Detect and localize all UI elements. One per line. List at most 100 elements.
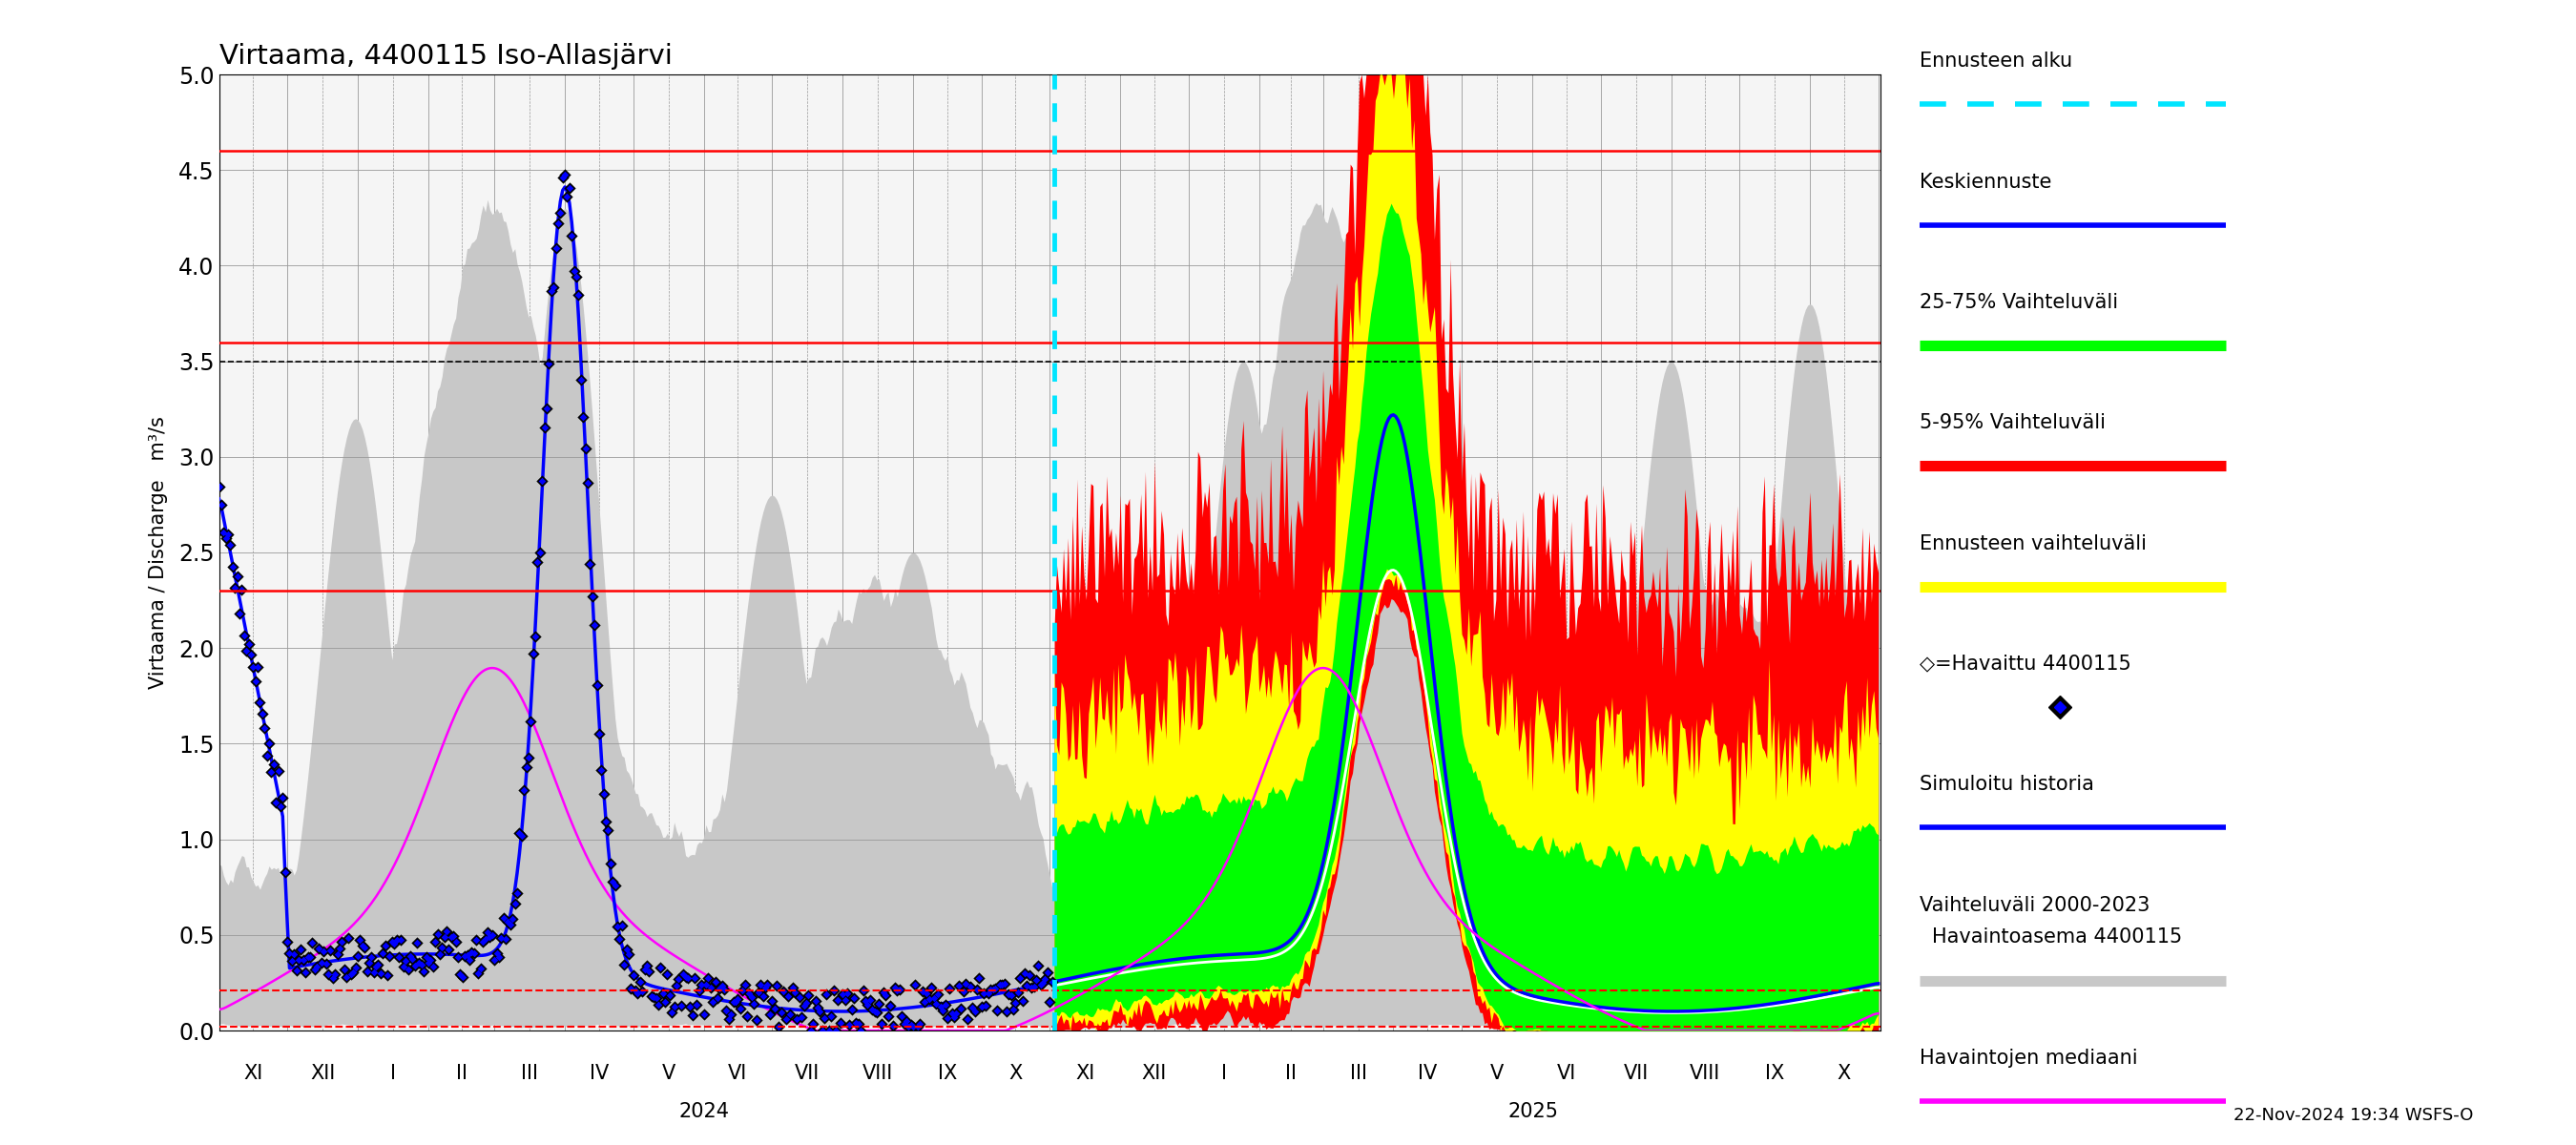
- Point: [402, 955, 443, 973]
- Point: [332, 963, 374, 981]
- Point: [814, 1021, 855, 1040]
- Point: [881, 1008, 922, 1026]
- Point: [706, 1002, 747, 1020]
- Point: [853, 1003, 894, 1021]
- Point: [562, 408, 603, 426]
- Point: [914, 994, 956, 1012]
- Point: [858, 995, 899, 1013]
- Text: Vaihteluväli 2000-2023: Vaihteluväli 2000-2023: [1919, 895, 2148, 915]
- Point: [482, 908, 523, 926]
- Point: [198, 477, 240, 496]
- Point: [1007, 977, 1048, 995]
- Point: [665, 969, 706, 987]
- Point: [685, 976, 726, 994]
- Point: [817, 990, 858, 1009]
- Point: [502, 781, 544, 799]
- Point: [639, 995, 680, 1013]
- Point: [999, 969, 1041, 987]
- Point: [518, 553, 559, 571]
- Point: [644, 993, 685, 1011]
- Point: [211, 558, 252, 576]
- Point: [981, 976, 1023, 994]
- Point: [459, 964, 500, 982]
- Point: [549, 179, 590, 197]
- Point: [412, 957, 453, 976]
- Point: [361, 964, 402, 982]
- Point: [325, 961, 366, 979]
- Point: [425, 922, 466, 940]
- Point: [835, 1013, 876, 1032]
- Point: [902, 982, 943, 1001]
- Point: [327, 929, 368, 947]
- Point: [951, 978, 992, 996]
- Point: [376, 931, 417, 949]
- Point: [232, 657, 273, 676]
- Point: [958, 970, 999, 988]
- Point: [1028, 963, 1069, 981]
- Point: [345, 939, 386, 957]
- Point: [322, 932, 363, 950]
- Point: [951, 978, 992, 996]
- Point: [762, 982, 804, 1001]
- Point: [971, 980, 1012, 998]
- Point: [956, 980, 997, 998]
- Point: [755, 1000, 796, 1018]
- Point: [732, 988, 773, 1006]
- Point: [209, 524, 250, 543]
- Point: [1005, 964, 1046, 982]
- Point: [956, 980, 997, 998]
- Point: [343, 937, 384, 955]
- Point: [752, 992, 793, 1010]
- Point: [559, 286, 600, 305]
- Point: [878, 980, 920, 998]
- Point: [853, 1000, 894, 1018]
- Point: [703, 980, 744, 998]
- Point: [317, 946, 358, 964]
- Point: [1015, 971, 1056, 989]
- Point: [366, 937, 407, 955]
- Point: [286, 963, 327, 981]
- Point: [873, 1017, 914, 1035]
- Point: [572, 587, 613, 606]
- Point: [245, 719, 286, 737]
- Point: [778, 988, 819, 1006]
- Text: V: V: [662, 1064, 675, 1083]
- Point: [824, 990, 866, 1009]
- Point: [451, 943, 492, 962]
- Point: [696, 973, 737, 992]
- Point: [649, 986, 690, 1004]
- Point: [750, 1005, 791, 1024]
- Point: [466, 923, 507, 941]
- Point: [943, 982, 984, 1001]
- Point: [518, 553, 559, 571]
- Point: [891, 1016, 933, 1034]
- Point: [1002, 992, 1043, 1010]
- Point: [520, 472, 562, 490]
- Point: [951, 998, 992, 1017]
- Point: [559, 286, 600, 305]
- Point: [850, 990, 891, 1009]
- Point: [1002, 992, 1043, 1010]
- Point: [860, 1014, 902, 1033]
- Point: [567, 474, 608, 492]
- Point: [448, 950, 489, 969]
- Point: [933, 1009, 974, 1027]
- Point: [927, 1009, 969, 1027]
- Point: [958, 970, 999, 988]
- Point: [350, 948, 392, 966]
- Text: 5-95% Vaihteluväli: 5-95% Vaihteluväli: [1919, 413, 2105, 433]
- Point: [840, 1021, 881, 1040]
- Point: [489, 915, 531, 933]
- Point: [482, 929, 523, 947]
- Point: [492, 909, 533, 927]
- Point: [435, 932, 477, 950]
- Point: [693, 993, 734, 1011]
- Point: [677, 995, 719, 1013]
- Point: [443, 968, 484, 986]
- Point: [577, 677, 618, 695]
- Point: [500, 824, 541, 843]
- Point: [446, 947, 487, 965]
- Point: [469, 927, 510, 946]
- Point: [425, 922, 466, 940]
- Point: [417, 925, 459, 943]
